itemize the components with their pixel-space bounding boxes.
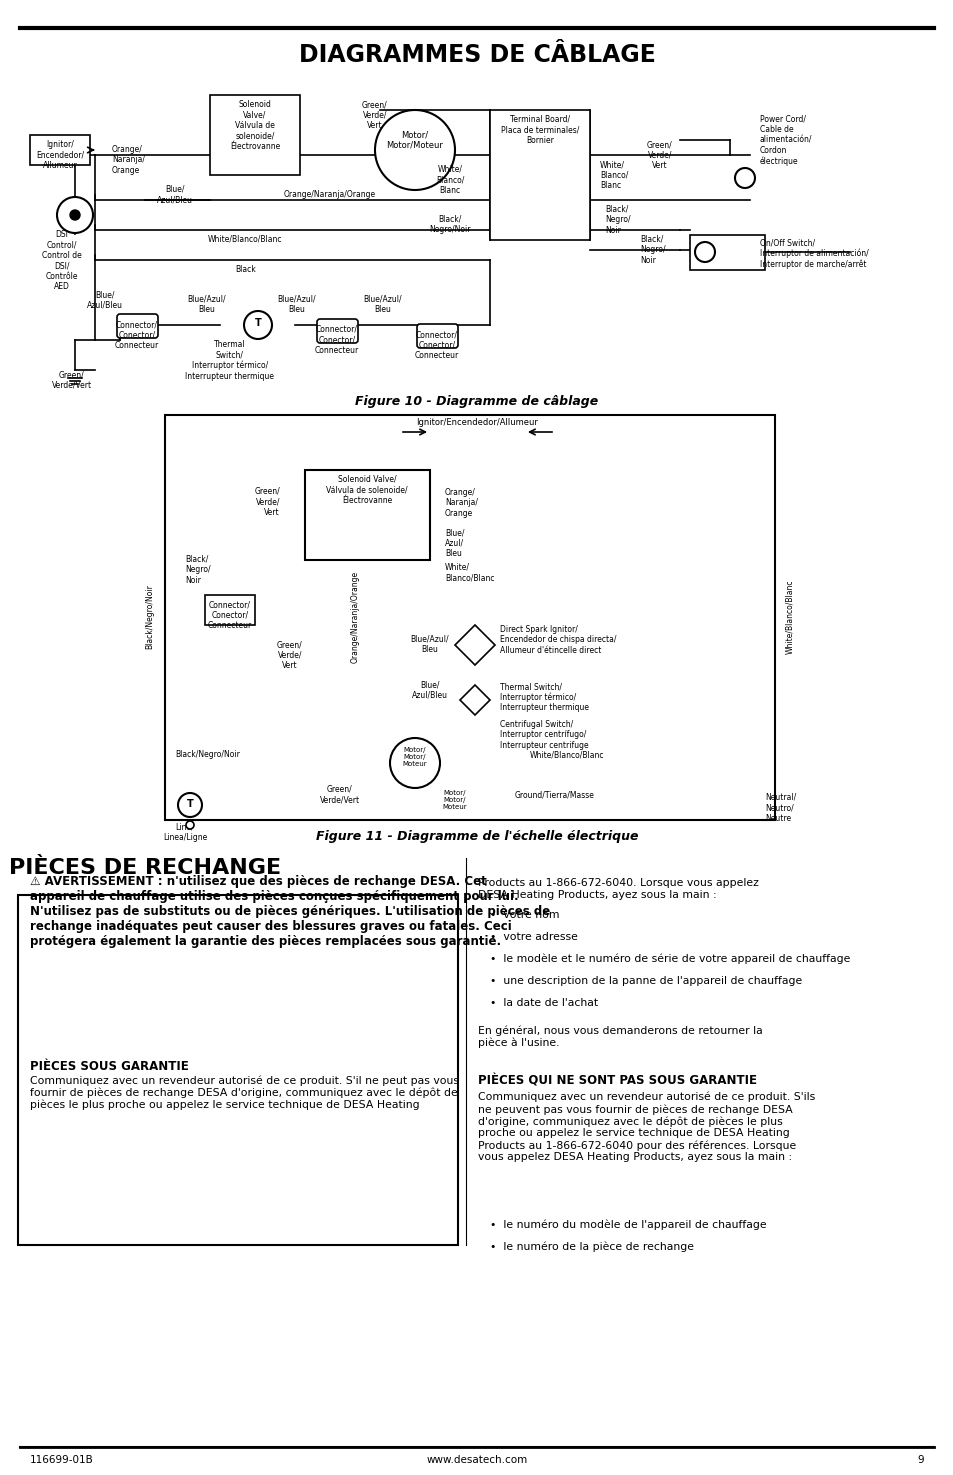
Text: PIÈCES SOUS GARANTIE: PIÈCES SOUS GARANTIE bbox=[30, 1061, 189, 1072]
Text: •  le numéro du modèle de l'appareil de chauffage: • le numéro du modèle de l'appareil de c… bbox=[490, 1220, 766, 1230]
Circle shape bbox=[375, 111, 455, 190]
Circle shape bbox=[186, 822, 193, 829]
Text: White/
Blanco/Blanc: White/ Blanco/Blanc bbox=[444, 563, 494, 583]
Polygon shape bbox=[210, 94, 299, 176]
Text: Figure 10 - Diagramme de câblage: Figure 10 - Diagramme de câblage bbox=[355, 395, 598, 409]
Polygon shape bbox=[455, 625, 495, 665]
Text: Blue/Azul/
Bleu: Blue/Azul/ Bleu bbox=[410, 636, 449, 655]
Text: Orange/Naranja/Orange: Orange/Naranja/Orange bbox=[350, 571, 359, 664]
Text: DSI
Control/
Control de
DSI/
Contrôle
AED: DSI Control/ Control de DSI/ Contrôle AE… bbox=[42, 230, 82, 291]
Text: ⚠ AVERTISSEMENT : n'utilisez que des pièces de rechange DESA. Cet
appareil de ch: ⚠ AVERTISSEMENT : n'utilisez que des piè… bbox=[30, 875, 550, 948]
Polygon shape bbox=[30, 136, 90, 165]
Text: •  le numéro de la pièce de rechange: • le numéro de la pièce de rechange bbox=[490, 1242, 693, 1252]
Text: www.desatech.com: www.desatech.com bbox=[426, 1454, 527, 1465]
Text: •  votre nom: • votre nom bbox=[490, 910, 558, 920]
Text: Black/
Negro/
Noir: Black/ Negro/ Noir bbox=[639, 235, 665, 266]
Text: Products au 1-866-672-6040. Lorsque vous appelez
DESA Heating Products, ayez sou: Products au 1-866-672-6040. Lorsque vous… bbox=[477, 878, 758, 900]
Text: White/
Blanco/
Blanc: White/ Blanco/ Blanc bbox=[599, 159, 628, 190]
Text: Green/
Verde/Vert: Green/ Verde/Vert bbox=[319, 785, 359, 804]
Polygon shape bbox=[205, 594, 254, 625]
Polygon shape bbox=[490, 111, 589, 240]
Text: Terminal Board/
Placa de terminales/
Bornier: Terminal Board/ Placa de terminales/ Bor… bbox=[500, 115, 578, 145]
Text: Blue/
Azul/Bleu: Blue/ Azul/Bleu bbox=[157, 184, 193, 205]
Circle shape bbox=[695, 242, 714, 263]
Text: Black/
Negro/
Noir: Black/ Negro/ Noir bbox=[185, 555, 211, 584]
Polygon shape bbox=[459, 684, 490, 715]
Text: Connector/
Conector/
Connecteur: Connector/ Conector/ Connecteur bbox=[208, 600, 252, 630]
Text: Power Cord/
Cable de
alimentación/
Cordon
électrique: Power Cord/ Cable de alimentación/ Cordo… bbox=[760, 115, 812, 167]
Circle shape bbox=[244, 311, 272, 339]
Text: Orange/
Naranja/
Orange: Orange/ Naranja/ Orange bbox=[444, 488, 477, 518]
Text: •  une description de la panne de l'appareil de chauffage: • une description de la panne de l'appar… bbox=[490, 976, 801, 985]
Text: Motor/
Motor/
Moteur: Motor/ Motor/ Moteur bbox=[402, 746, 427, 767]
Text: Solenoid
Valve/
Válvula de
solenoide/
Électrovanne: Solenoid Valve/ Válvula de solenoide/ Él… bbox=[230, 100, 280, 150]
Text: Neutral/
Neutro/
Neutre: Neutral/ Neutro/ Neutre bbox=[764, 794, 796, 823]
FancyBboxPatch shape bbox=[416, 324, 457, 348]
Text: Ignitor/
Encendedor/
Allumeur: Ignitor/ Encendedor/ Allumeur bbox=[36, 140, 84, 170]
Text: Communiquez avec un revendeur autorisé de ce produit. S'il ne peut pas vous
four: Communiquez avec un revendeur autorisé d… bbox=[30, 1075, 458, 1109]
Polygon shape bbox=[305, 471, 430, 560]
Text: Connector/
Conector/
Connecteur: Connector/ Conector/ Connecteur bbox=[314, 324, 358, 355]
Text: Black/Negro/Noir: Black/Negro/Noir bbox=[174, 749, 239, 760]
Text: Blue/Azul/
Bleu: Blue/Azul/ Bleu bbox=[363, 295, 402, 314]
Text: PIÈCES DE RECHANGE: PIÈCES DE RECHANGE bbox=[9, 858, 281, 878]
Text: Orange/Naranja/Orange: Orange/Naranja/Orange bbox=[284, 190, 375, 199]
Text: White/Blanco/Blanc: White/Blanco/Blanc bbox=[784, 580, 794, 655]
Text: Blue/
Azul/Bleu: Blue/ Azul/Bleu bbox=[412, 680, 448, 699]
Text: Solenoid Valve/
Válvula de solenoide/
Électrovanne: Solenoid Valve/ Válvula de solenoide/ Él… bbox=[326, 475, 407, 504]
Text: Line/
Linea/Ligne: Line/ Linea/Ligne bbox=[163, 823, 207, 842]
Circle shape bbox=[178, 794, 202, 817]
Text: En général, nous vous demanderons de retourner la
pièce à l'usine.: En général, nous vous demanderons de ret… bbox=[477, 1025, 762, 1047]
Text: Motor/
Motor/Moteur: Motor/ Motor/Moteur bbox=[386, 130, 443, 149]
Text: Black: Black bbox=[234, 266, 255, 274]
Text: DIAGRAMMES DE CÂBLAGE: DIAGRAMMES DE CÂBLAGE bbox=[298, 43, 655, 66]
Text: 9: 9 bbox=[917, 1454, 923, 1465]
Text: T: T bbox=[254, 319, 261, 327]
FancyBboxPatch shape bbox=[316, 319, 357, 344]
Text: •  la date de l'achat: • la date de l'achat bbox=[490, 999, 598, 1007]
Polygon shape bbox=[689, 235, 764, 270]
Text: Blue/
Azul/Bleu: Blue/ Azul/Bleu bbox=[87, 291, 123, 310]
Text: Green/
Verde/
Vert: Green/ Verde/ Vert bbox=[276, 640, 302, 670]
Text: •  le modèle et le numéro de série de votre appareil de chauffage: • le modèle et le numéro de série de vot… bbox=[490, 954, 849, 965]
Text: Ground/Tierra/Masse: Ground/Tierra/Masse bbox=[515, 791, 595, 799]
Text: On/Off Switch/
Interruptor de alimentación/
Interruptor de marche/arrêt: On/Off Switch/ Interruptor de alimentaci… bbox=[760, 237, 868, 268]
Text: Black/
Negro/
Noir: Black/ Negro/ Noir bbox=[604, 205, 630, 235]
Text: Connector/
Conector/
Connecteur: Connector/ Conector/ Connecteur bbox=[415, 330, 458, 360]
Text: White/
Blanco/
Blanc: White/ Blanco/ Blanc bbox=[436, 165, 464, 195]
Text: White/Blanco/Blanc: White/Blanco/Blanc bbox=[208, 235, 282, 243]
FancyBboxPatch shape bbox=[117, 314, 158, 338]
Text: Direct Spark Ignitor/
Encendedor de chispa directa/
Allumeur d'étincelle direct: Direct Spark Ignitor/ Encendedor de chis… bbox=[499, 625, 616, 655]
Text: 116699-01B: 116699-01B bbox=[30, 1454, 93, 1465]
Text: Blue/
Azul/
Bleu: Blue/ Azul/ Bleu bbox=[444, 528, 464, 558]
Circle shape bbox=[70, 209, 80, 220]
Text: PIÈCES QUI NE SONT PAS SOUS GARANTIE: PIÈCES QUI NE SONT PAS SOUS GARANTIE bbox=[477, 1075, 757, 1089]
Text: Centrifugal Switch/
Interruptor centrífugo/
Interrupteur centrifuge: Centrifugal Switch/ Interruptor centrífu… bbox=[499, 720, 588, 749]
Text: Figure 11 - Diagramme de l'échelle électrique: Figure 11 - Diagramme de l'échelle élect… bbox=[315, 830, 638, 844]
Text: Ignitor/Encendedor/Allumeur: Ignitor/Encendedor/Allumeur bbox=[416, 417, 537, 426]
Polygon shape bbox=[165, 414, 774, 820]
FancyBboxPatch shape bbox=[18, 895, 457, 1245]
Text: Green/
Verde/
Vert: Green/ Verde/ Vert bbox=[646, 140, 672, 170]
Text: Green/
Verde/
Vert: Green/ Verde/ Vert bbox=[362, 100, 388, 130]
Text: Thermal
Switch/
Interruptor térmico/
Interrupteur thermique: Thermal Switch/ Interruptor térmico/ Int… bbox=[185, 341, 274, 381]
Text: Green/
Verde/
Vert: Green/ Verde/ Vert bbox=[254, 487, 280, 516]
Text: Orange/
Naranja/
Orange: Orange/ Naranja/ Orange bbox=[112, 145, 145, 176]
Text: Blue/Azul/
Bleu: Blue/Azul/ Bleu bbox=[188, 295, 226, 314]
Text: White/Blanco/Blanc: White/Blanco/Blanc bbox=[530, 749, 604, 760]
Text: Black/
Negro/Noir: Black/ Negro/Noir bbox=[429, 215, 470, 235]
Text: Blue/Azul/
Bleu: Blue/Azul/ Bleu bbox=[277, 295, 316, 314]
Text: Thermal Switch/
Interruptor térmico/
Interrupteur thermique: Thermal Switch/ Interruptor térmico/ Int… bbox=[499, 681, 588, 712]
Text: Connector/
Conector/
Connecteur: Connector/ Conector/ Connecteur bbox=[114, 320, 159, 350]
Text: Black/Negro/Noir: Black/Negro/Noir bbox=[146, 584, 154, 649]
Text: T: T bbox=[187, 799, 193, 808]
Text: •  votre adresse: • votre adresse bbox=[490, 932, 578, 943]
Circle shape bbox=[390, 738, 439, 788]
Circle shape bbox=[734, 168, 754, 187]
Text: Communiquez avec un revendeur autorisé de ce produit. S'ils
ne peuvent pas vous : Communiquez avec un revendeur autorisé d… bbox=[477, 1092, 815, 1162]
Text: Green/
Verde/Vert: Green/ Verde/Vert bbox=[51, 370, 92, 389]
Circle shape bbox=[57, 198, 92, 233]
Text: Motor/
Motor/
Moteur: Motor/ Motor/ Moteur bbox=[442, 791, 467, 810]
